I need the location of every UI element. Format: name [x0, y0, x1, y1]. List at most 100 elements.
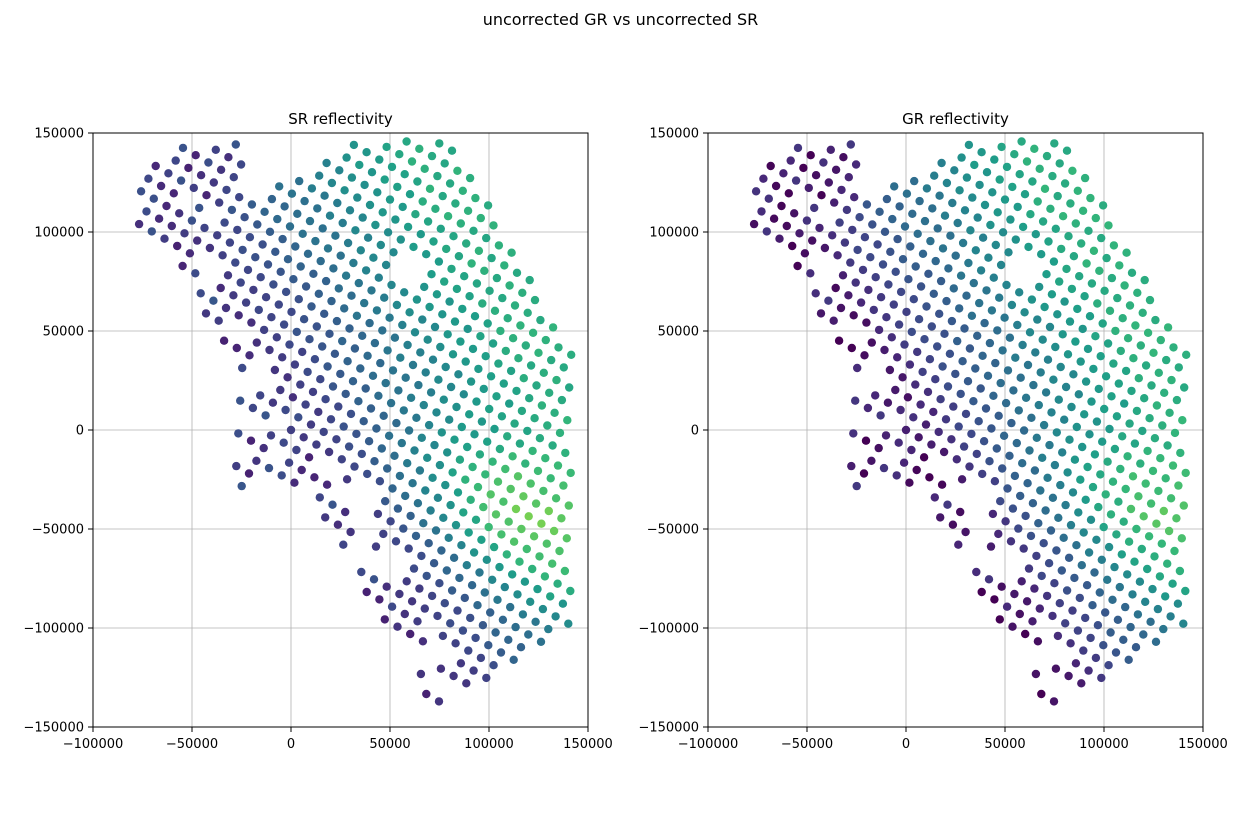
scatter-point: [853, 363, 862, 373]
scatter-point: [1130, 557, 1139, 566]
scatter-point: [1022, 157, 1032, 166]
scatter-point: [346, 409, 356, 419]
scatter-point: [1029, 380, 1038, 390]
scatter-point: [933, 342, 942, 351]
scatter-point: [926, 236, 935, 246]
scatter-point: [1179, 619, 1188, 628]
scatter-point: [343, 357, 352, 366]
scatter-point: [960, 324, 969, 333]
scatter-point: [802, 216, 812, 225]
scatter-point: [1037, 571, 1046, 581]
scatter-point: [436, 664, 446, 673]
scatter-point: [1080, 292, 1089, 301]
scatter-point: [1019, 426, 1029, 435]
scatter-point: [557, 395, 567, 405]
scatter-point: [920, 216, 930, 226]
scatter-point: [1055, 599, 1065, 608]
scatter-point: [523, 426, 532, 436]
scatter-point: [413, 617, 422, 626]
scatter-point: [1116, 346, 1126, 356]
scatter-point: [387, 280, 396, 290]
scatter-point: [375, 155, 384, 164]
scatter-point: [922, 184, 932, 193]
scatter-point: [509, 537, 519, 546]
scatter-point: [1048, 493, 1058, 502]
scatter-point: [301, 400, 310, 409]
scatter-point: [400, 609, 409, 619]
scatter-point: [1085, 430, 1094, 439]
scatter-point: [560, 566, 570, 576]
scatter-point: [443, 448, 452, 457]
scatter-point: [469, 548, 479, 557]
scatter-point: [1110, 444, 1120, 454]
scatter-point: [531, 499, 541, 508]
scatter-point: [253, 220, 262, 229]
scatter-point: [261, 293, 271, 302]
scatter-point: [418, 637, 428, 646]
scatter-point: [154, 214, 164, 223]
scatter-point: [879, 463, 889, 473]
scatter-point: [500, 582, 509, 592]
scatter-point: [868, 220, 877, 229]
scatter-point: [1173, 599, 1183, 608]
scatter-point: [975, 298, 984, 308]
scatter-point: [1094, 502, 1103, 512]
scatter-point: [1088, 482, 1098, 492]
scatter-point: [336, 369, 345, 379]
scatter-point: [238, 363, 247, 373]
scatter-point: [509, 655, 518, 664]
scatter-point: [553, 579, 562, 588]
scatter-point: [539, 486, 548, 496]
scatter-point: [205, 243, 215, 253]
scatter-point: [361, 384, 370, 393]
scatter-point: [946, 231, 955, 240]
scatter-point: [1124, 655, 1133, 664]
scatter-point: [1071, 219, 1081, 228]
scatter-point: [900, 340, 909, 349]
scatter-point: [561, 448, 570, 458]
scatter-point: [967, 429, 976, 439]
scatter-point: [435, 579, 444, 588]
scatter-point: [193, 236, 202, 245]
scatter-point: [381, 260, 391, 270]
scatter-point: [310, 473, 319, 482]
scatter-point: [901, 425, 911, 435]
scatter-point: [1071, 337, 1080, 346]
scatter-point: [1166, 612, 1175, 621]
scatter-point: [1091, 213, 1101, 223]
scatter-point: [461, 475, 470, 484]
scatter-point: [913, 229, 922, 238]
scatter-point: [1113, 615, 1123, 624]
scatter-point: [470, 430, 479, 439]
scatter-point: [1116, 464, 1125, 474]
scatter-point: [537, 519, 546, 528]
scatter-point: [422, 689, 431, 699]
scatter-point: [1014, 524, 1023, 533]
scatter-point: [1104, 542, 1114, 552]
scatter-point: [1053, 310, 1062, 319]
scatter-point: [327, 178, 337, 188]
scatter-point: [1033, 315, 1042, 324]
scatter-point: [462, 239, 471, 248]
scatter-point: [1030, 144, 1039, 153]
scatter-point: [506, 366, 516, 376]
scatter-point: [453, 166, 462, 175]
scatter-point: [1179, 501, 1189, 510]
scatter-point: [948, 520, 958, 529]
scatter-point: [954, 422, 963, 431]
scatter-point: [332, 316, 342, 326]
scatter-point: [493, 477, 503, 486]
scatter-point: [898, 373, 907, 382]
scatter-point: [920, 335, 929, 344]
scatter-point: [234, 429, 243, 438]
scatter-point: [244, 469, 254, 478]
scatter-point: [971, 246, 980, 255]
scatter-point: [441, 362, 450, 372]
scatter-point: [342, 153, 351, 162]
scatter-point: [919, 453, 929, 462]
scatter-point: [1143, 564, 1152, 574]
scatter-point: [267, 313, 276, 322]
scatter-point: [824, 296, 833, 305]
scatter-point: [531, 617, 540, 626]
scatter-point: [424, 420, 434, 430]
